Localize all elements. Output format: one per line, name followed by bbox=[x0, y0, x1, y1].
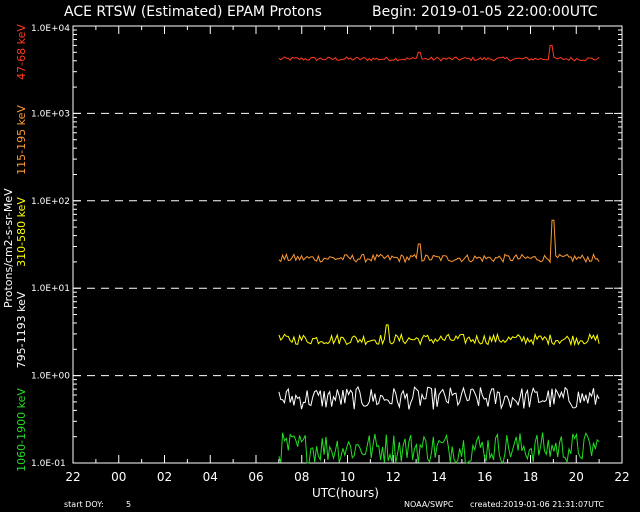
plot-frame bbox=[72, 25, 623, 464]
y-axis-label: Protons/cm2-s-sr-MeV bbox=[2, 188, 15, 308]
x-tick-label-6: 10 bbox=[340, 470, 355, 484]
series-lines bbox=[278, 44, 600, 464]
gridlines bbox=[73, 112, 622, 377]
start-doy-value: 5 bbox=[126, 500, 131, 509]
legend-label-1: 115-195 keV bbox=[15, 105, 28, 175]
series-line-0 bbox=[278, 44, 600, 62]
x-tick-label-7: 12 bbox=[386, 470, 401, 484]
series-line-4 bbox=[278, 431, 600, 464]
x-tick-label-2: 02 bbox=[157, 470, 172, 484]
legend-label-3: 795-1193 keV bbox=[15, 291, 28, 368]
y-tick-label-4: 1.0E+03 bbox=[31, 109, 70, 119]
x-tick-label-1: 00 bbox=[111, 470, 126, 484]
x-tick-label-12: 22 bbox=[614, 470, 629, 484]
x-tick-label-9: 16 bbox=[477, 470, 492, 484]
created-timestamp: created:2019-01-06 21:31:07UTC bbox=[470, 500, 604, 509]
x-axis-label: UTC(hours) bbox=[312, 486, 379, 500]
chart-begin-time: Begin: 2019-01-05 22:00:00UTC bbox=[372, 4, 598, 20]
x-tick-label-4: 06 bbox=[248, 470, 263, 484]
x-tick-label-3: 04 bbox=[203, 470, 218, 484]
y-axis-ticks: 1.0E-01 1.0E+00 1.0E+01 1.0E+02 1.0E+03 1.0E+… bbox=[31, 24, 622, 469]
chart-title: ACE RTSW (Estimated) EPAM Protons bbox=[64, 4, 322, 20]
legend-label-4: 1060-1900 keV bbox=[15, 388, 28, 472]
legend-label-0: 47-68 keV bbox=[15, 24, 28, 80]
x-tick-label-8: 14 bbox=[431, 470, 446, 484]
series-line-2 bbox=[278, 324, 600, 347]
legend-label-2: 310-580 keV bbox=[15, 197, 28, 267]
y-tick-label-2: 1.0E+01 bbox=[31, 284, 70, 294]
x-tick-label-11: 20 bbox=[569, 470, 584, 484]
y-tick-label-0: 1.0E-01 bbox=[31, 459, 66, 469]
series-line-1 bbox=[278, 219, 600, 264]
x-tick-label-10: 18 bbox=[523, 470, 538, 484]
y-tick-label-1: 1.0E+00 bbox=[31, 372, 70, 382]
y-tick-label-5: 1.0E+04 bbox=[31, 24, 70, 34]
x-axis-ticks: 22 00 02 04 06 08 10 12 14 16 18 20 22 bbox=[65, 26, 630, 484]
source-label: NOAA/SWPC bbox=[404, 500, 454, 509]
series-line-3 bbox=[278, 385, 600, 411]
start-doy-label: start DOY: bbox=[64, 500, 104, 509]
x-tick-label-5: 08 bbox=[294, 470, 309, 484]
y-tick-label-3: 1.0E+02 bbox=[31, 197, 70, 207]
legend: 47-68 keV 115-195 keV 310-580 keV 795-1193 … bbox=[15, 24, 28, 472]
x-tick-label-0: 22 bbox=[65, 470, 80, 484]
